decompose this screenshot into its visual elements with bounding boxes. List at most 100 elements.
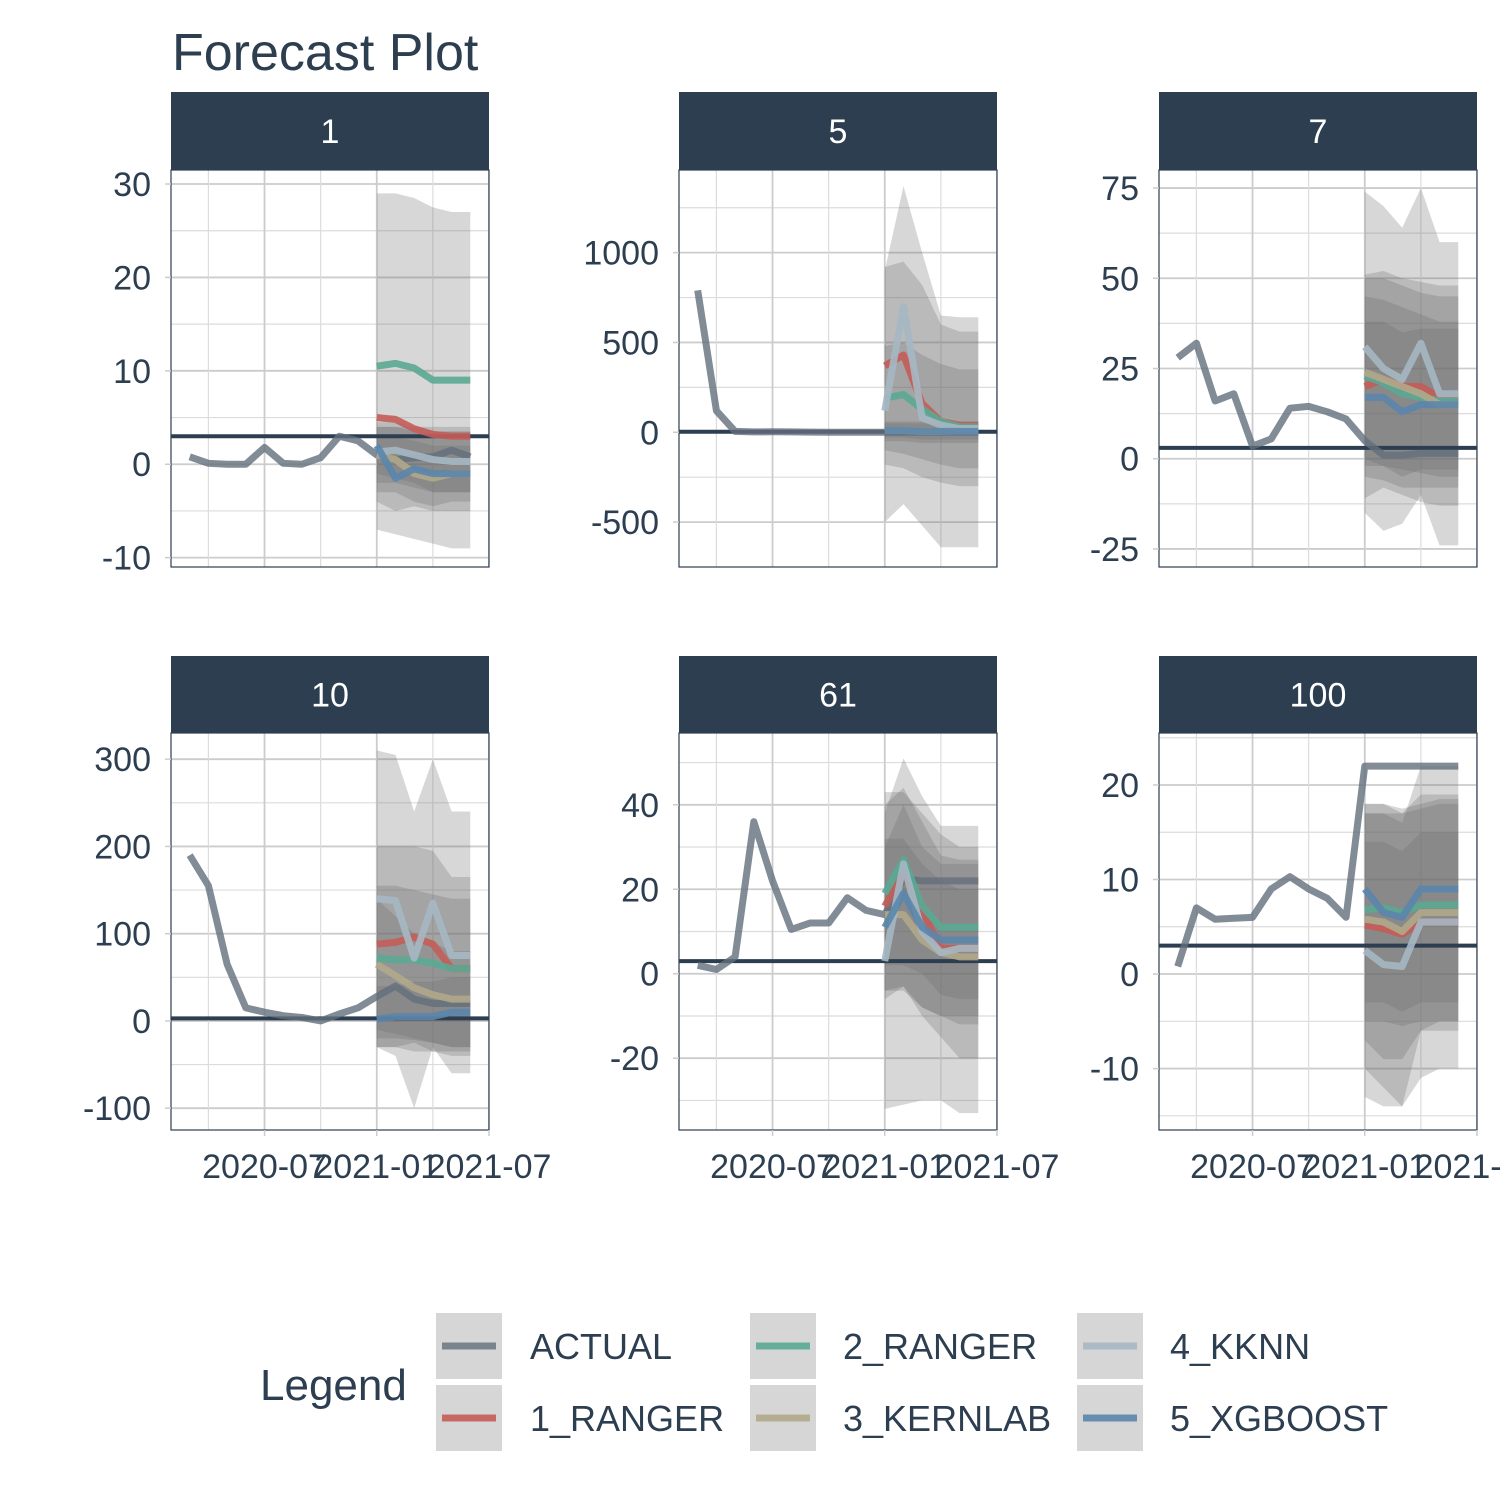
series-line-5_xgboost [376,1008,471,1023]
series-line-4_kknn [1362,918,1459,970]
legend-item-4_kknn: 4_KKNN [1077,1313,1310,1379]
legend-label: ACTUAL [530,1326,672,1367]
series-line-5_xgboost [1364,393,1459,416]
series-line-3_kernlab [1364,909,1459,935]
facet-strip [679,656,997,733]
y-tick-label: 500 [602,324,659,362]
y-tick-label: 0 [1120,956,1139,994]
facet-strip-label: 5 [829,113,848,151]
x-tick-label: 2020-07 [710,1148,835,1186]
y-tick-label: -100 [83,1090,151,1128]
y-tick-label: 100 [94,916,151,954]
legend-label: 1_RANGER [530,1398,724,1439]
confidence-band-5_xgboost [1364,321,1459,477]
x-tick-label: 2021-01 [314,1148,439,1186]
series-line-4_kknn [376,446,471,465]
facet-strip-label: 61 [819,677,857,715]
confidence-band-4_kknn [884,186,979,548]
legend-item-2_ranger: 2_RANGER [750,1313,1037,1379]
panel-data [171,750,489,1109]
y-tick-label: 20 [621,871,659,909]
facet-panel-1: 1 -10 0 10 20 30 [102,92,490,578]
panel-border [678,169,998,568]
y-tick-label: 10 [113,353,151,391]
y-tick-label: -20 [610,1040,659,1078]
y-tick-label: 10 [1101,862,1139,900]
facet-strip [171,656,489,733]
legend-item-actual: ACTUAL [436,1313,672,1379]
legend-label: 3_KERNLAB [843,1398,1051,1439]
x-tick-label: 2020-07 [1190,1148,1315,1186]
y-tick-label: 75 [1101,170,1139,208]
legend-label: 5_XGBOOST [1170,1398,1388,1439]
legend-item-3_kernlab: 3_KERNLAB [750,1385,1051,1451]
legend-label: 4_KKNN [1170,1326,1310,1367]
y-tick-label: 0 [132,1003,151,1041]
series-line-5_xgboost [373,443,471,482]
panel-data [171,193,489,549]
legend-item-5_xgboost: 5_XGBOOST [1077,1385,1388,1451]
y-tick-label: -25 [1090,531,1139,569]
facet-strip [1159,92,1477,170]
series-line-5_xgboost [881,889,979,944]
series-line-5_xgboost [884,426,979,435]
confidence-band-5_xgboost [376,422,471,511]
panel-border [1158,732,1478,1131]
x-tick-label: 2020-07 [202,1148,327,1186]
y-tick-label: 25 [1101,351,1139,389]
panel-grid [171,170,489,567]
facet-strip [1159,656,1477,733]
facet-panel-5: 5 -500 0 500 1000 [583,92,998,568]
y-tick-label: 50 [1101,260,1139,298]
panel-data [1159,188,1477,546]
panel-data [1159,762,1477,1107]
y-tick-label: -500 [591,504,659,542]
panel-border [170,169,490,568]
facet-panel-7: 7 -25 0 25 50 75 [1090,92,1478,569]
panel-grid [679,733,997,1130]
series-line-4_kknn [881,860,979,962]
facet-strip-label: 7 [1309,113,1328,151]
y-tick-label: 0 [640,414,659,452]
y-tick-label: 300 [94,741,151,779]
y-tick-label: 20 [113,259,151,297]
y-tick-label: 0 [132,446,151,484]
y-tick-label: 200 [94,828,151,866]
facet-strip-label: 100 [1290,677,1347,715]
series-line-actual [1174,762,1459,968]
legend: Legend ACTUAL 1_RANGER 2_RANGER 3_KERNLAB 4_K… [260,1313,1388,1451]
y-tick-label: 1000 [583,235,659,273]
y-tick-label: -10 [1090,1051,1139,1089]
confidence-band-2_ranger [1364,278,1459,488]
series-line-3_kernlab [374,961,471,1003]
panel-border [170,732,490,1131]
series-line-actual [186,853,471,1025]
facet-strip-label: 10 [311,677,349,715]
facet-strip-label: 1 [321,113,340,151]
series-line-4_kknn [1362,339,1459,398]
y-tick-label: 20 [1101,767,1139,805]
series-line-actual [1175,339,1459,459]
panel-grid [1159,170,1477,567]
y-tick-label: 40 [621,787,659,825]
x-tick-label: 2021-07 [1415,1148,1500,1186]
series-line-1_ranger [376,414,471,440]
series-line-5_xgboost [1362,885,1459,921]
x-tick-label: 2021-01 [822,1148,947,1186]
chart-title: Forecast Plot [172,24,479,82]
panel-grid [1159,733,1477,1130]
y-tick-label: 0 [1120,441,1139,479]
panel-border [678,732,998,1131]
panel-data [679,758,997,1114]
y-tick-label: 30 [113,166,151,204]
y-tick-label: -10 [102,540,151,578]
panel-data [679,186,997,548]
legend-label: 2_RANGER [843,1326,1037,1367]
series-line-2_ranger [376,359,471,384]
y-tick-label: 0 [640,956,659,994]
